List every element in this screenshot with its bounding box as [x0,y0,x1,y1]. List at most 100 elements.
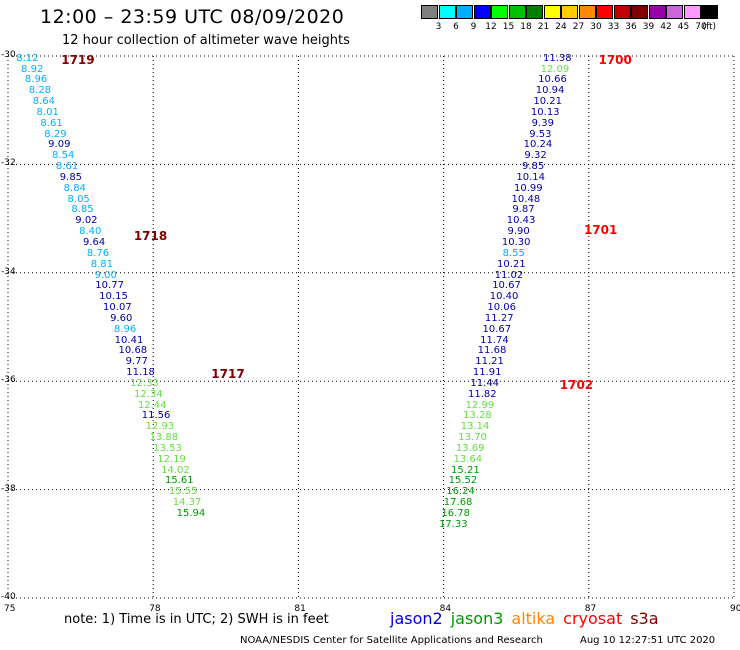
lat-tick-label: -36 [1,375,16,386]
colorbar-label: 70 [695,22,707,32]
colorbar-swatch [508,5,526,19]
colorbar-label: 24 [555,22,567,32]
colorbar-label: 30 [590,22,602,32]
wave-height-value: 9.77 [125,356,148,368]
wave-height-value: 11.82 [467,388,497,400]
pass-time-label: 1717 [211,367,245,382]
wave-height-value: 12.93 [145,421,175,433]
wave-height-value: 12.99 [465,399,495,411]
map-title: 12:00 – 23:59 UTC 08/09/2020 [40,6,345,28]
wave-height-value: 8.92 [21,63,44,75]
colorbar-label: 12 [485,22,497,32]
footnote: note: 1) Time is in UTC; 2) SWH is in fe… [64,612,329,627]
wave-height-value: 16.78 [441,507,471,519]
colorbar-label: 36 [625,22,637,32]
wave-height-value: 11.21 [475,356,504,368]
colorbar-swatch [421,5,438,19]
wave-height-value: 8.85 [71,204,94,216]
wave-height-value: 9.85 [521,161,545,173]
colorbar-swatch [578,5,596,19]
colorbar-swatch [701,5,718,19]
wave-height-value: 10.67 [482,323,512,335]
wave-height-value: 15.61 [165,475,194,487]
source-credit: NOAA/NESDIS Center for Satellite Applica… [240,635,543,646]
wave-height-value: 9.87 [512,204,535,216]
wave-height-value: 8.29 [44,128,67,140]
colorbar-swatch [543,5,561,19]
wave-height-value: 8.61 [55,161,79,173]
wave-height-value: 12.44 [137,399,167,411]
colorbar-label: 21 [537,22,550,32]
wave-height-value: 13.14 [460,421,490,433]
wave-height-value: 9.32 [524,150,547,162]
wave-height-value: 10.99 [513,182,543,194]
wave-height-value: 16.24 [446,486,475,498]
wave-height-value: 10.13 [530,106,560,118]
wave-height-value: 8.12 [16,52,39,64]
colorbar-swatch [648,5,666,19]
colorbar-swatch [561,5,578,19]
wave-height-value: 9.02 [75,215,98,227]
wave-height-value: 8.64 [32,96,55,108]
colorbar-swatch [596,5,613,19]
wave-height-value: 11.56 [141,410,171,422]
wave-height-value: 10.14 [516,171,546,183]
colorbar-label: 42 [660,22,672,32]
wave-height-value: 8.96 [24,74,48,86]
pass-time-label: 1700 [598,52,632,67]
pass-time-label: 1702 [559,377,594,392]
wave-height-value: 10.15 [99,291,128,303]
legend-entry: s3a [630,609,659,628]
wave-height-value: 10.68 [118,345,148,357]
wave-height-value: 10.43 [506,215,536,227]
colorbar-swatch [438,5,456,19]
wave-height-value: 15.52 [448,475,478,487]
colorbar-label: 15 [502,22,515,32]
satellite-legend: jason2 jason3 altika cryosat s3a [390,609,667,628]
wave-height-value: 13.88 [149,432,179,444]
lat-tick-label: -40 [1,592,16,602]
wave-height-value: 10.40 [489,291,519,303]
wave-height-value: 8.55 [502,247,525,259]
wave-height-value: 13.69 [455,442,485,454]
colorbar-unit: (ft) [702,22,717,32]
colorbar-label: 45 [677,22,690,32]
wave-height-value: 15.94 [176,507,206,519]
colorbar-swatch [491,5,508,19]
wave-height-value: 8.40 [79,226,102,238]
colorbar-label: 9 [470,22,477,32]
colorbar-swatch [683,5,701,19]
wave-height-value: 15.55 [168,486,198,498]
wave-height-value: 9.60 [110,312,133,324]
colorbar-swatch [473,5,491,19]
generation-timestamp: Aug 10 12:27:51 UTC 2020 [580,635,716,646]
wave-height-value: 13.53 [153,442,183,454]
wave-height-value: 10.06 [487,302,516,314]
wave-height-value: 17.68 [443,497,473,509]
wave-height-value: 14.37 [172,497,202,509]
lon-tick-label: 75 [4,604,16,614]
wave-height-value: 13.70 [458,432,487,444]
lon-tick-label: 90 [730,604,740,614]
wave-height-value: 9.00 [94,269,117,281]
lon-tick-label: 84 [439,604,452,614]
wave-height-value: 8.81 [90,258,114,270]
wave-height-value: 10.24 [523,139,553,151]
lon-tick-label: 78 [149,604,161,614]
lon-tick-label: 87 [584,604,597,614]
legend-entry: cryosat [563,609,623,628]
colorbar-swatch [613,5,631,19]
wave-height-value: 10.94 [535,85,565,97]
wave-height-value: 8.01 [36,106,59,118]
wave-height-value: 14.02 [161,464,190,476]
pass-time-label: 1701 [583,223,618,238]
wave-height-value: 10.67 [492,280,521,292]
colorbar-swatch [526,5,543,19]
legend-entry: altika [511,609,556,628]
wave-height-value: 11.44 [470,377,500,389]
wave-height-value: 11.02 [494,269,524,281]
wave-height-value: 8.84 [63,182,86,194]
wave-height-value: 11.38 [543,52,572,64]
colorbar-swatch [456,5,473,19]
wave-height-value: 15.21 [451,464,480,476]
